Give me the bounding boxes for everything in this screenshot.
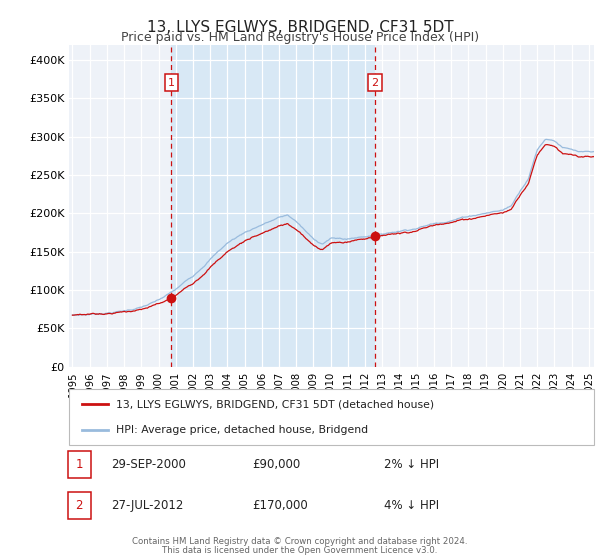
Text: 13, LLYS EGLWYS, BRIDGEND, CF31 5DT (detached house): 13, LLYS EGLWYS, BRIDGEND, CF31 5DT (det… bbox=[116, 399, 434, 409]
Text: £170,000: £170,000 bbox=[252, 499, 308, 512]
Text: 1: 1 bbox=[168, 78, 175, 88]
Text: 2: 2 bbox=[76, 499, 83, 512]
Text: HPI: Average price, detached house, Bridgend: HPI: Average price, detached house, Brid… bbox=[116, 425, 368, 435]
Text: 27-JUL-2012: 27-JUL-2012 bbox=[111, 499, 184, 512]
Text: 1: 1 bbox=[76, 458, 83, 472]
Text: Price paid vs. HM Land Registry's House Price Index (HPI): Price paid vs. HM Land Registry's House … bbox=[121, 31, 479, 44]
Bar bbox=[172, 45, 374, 367]
Text: 4% ↓ HPI: 4% ↓ HPI bbox=[384, 499, 439, 512]
Text: Contains HM Land Registry data © Crown copyright and database right 2024.: Contains HM Land Registry data © Crown c… bbox=[132, 538, 468, 547]
Text: This data is licensed under the Open Government Licence v3.0.: This data is licensed under the Open Gov… bbox=[163, 547, 437, 556]
Text: £90,000: £90,000 bbox=[252, 458, 300, 472]
Text: 13, LLYS EGLWYS, BRIDGEND, CF31 5DT: 13, LLYS EGLWYS, BRIDGEND, CF31 5DT bbox=[146, 20, 454, 35]
Text: 2% ↓ HPI: 2% ↓ HPI bbox=[384, 458, 439, 472]
FancyBboxPatch shape bbox=[69, 389, 594, 445]
Text: 29-SEP-2000: 29-SEP-2000 bbox=[111, 458, 186, 472]
Text: 2: 2 bbox=[371, 78, 378, 88]
